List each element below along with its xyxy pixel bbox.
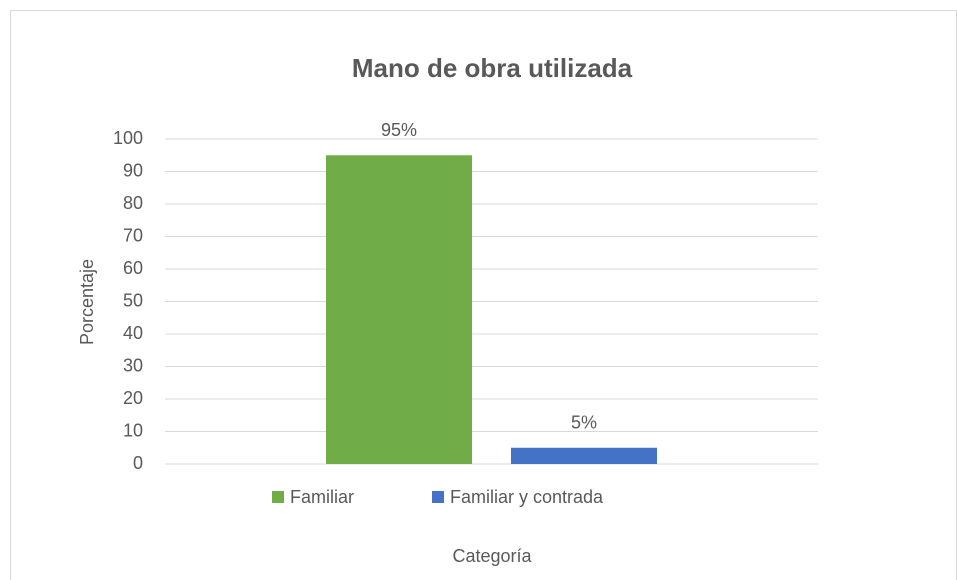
legend-label: Familiar y contrada — [450, 487, 604, 507]
y-tick-label: 10 — [123, 420, 143, 440]
y-tick-label: 0 — [133, 453, 143, 473]
legend-swatch — [272, 491, 284, 503]
bar — [510, 447, 658, 464]
y-tick-label: 60 — [123, 258, 143, 278]
y-tick-label: 70 — [123, 225, 143, 245]
y-tick-label: 30 — [123, 355, 143, 375]
x-axis-label: Categoría — [452, 546, 532, 566]
y-tick-label: 80 — [123, 193, 143, 213]
y-tick-label: 50 — [123, 290, 143, 310]
legend-label: Familiar — [290, 487, 354, 507]
y-tick-label: 40 — [123, 323, 143, 343]
y-tick-label: 90 — [123, 160, 143, 180]
bar — [325, 155, 473, 464]
legend-swatch — [432, 491, 444, 503]
chart-border — [10, 10, 957, 580]
chart-title: Mano de obra utilizada — [352, 53, 633, 83]
data-label: 95% — [381, 120, 417, 140]
data-label: 5% — [571, 413, 597, 433]
y-tick-label: 20 — [123, 388, 143, 408]
y-tick-label: 100 — [113, 128, 143, 148]
y-axis-label: Porcentaje — [77, 259, 97, 345]
